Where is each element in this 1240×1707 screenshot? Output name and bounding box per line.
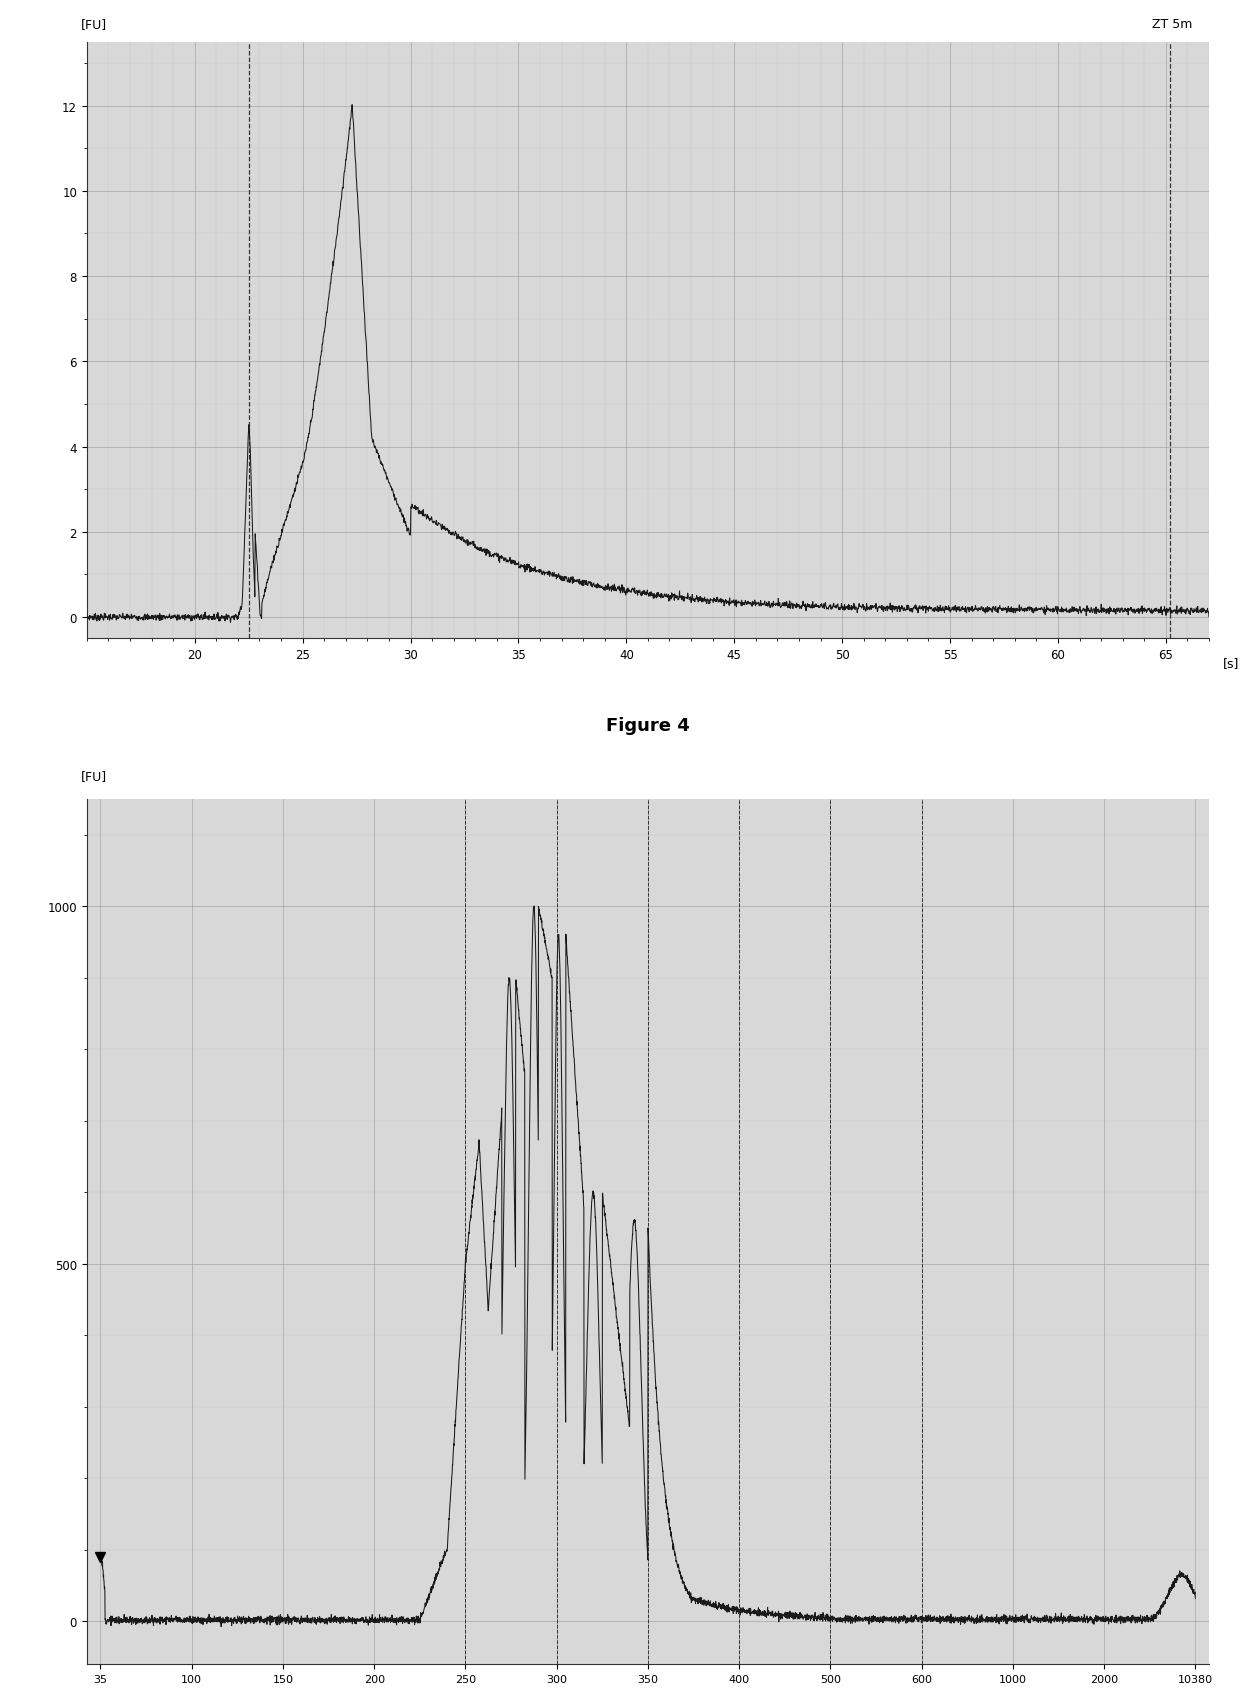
Text: [FU]: [FU] bbox=[81, 770, 108, 782]
Text: [FU]: [FU] bbox=[81, 17, 108, 31]
Text: Figure 4: Figure 4 bbox=[606, 717, 689, 734]
Text: [s]: [s] bbox=[1223, 655, 1239, 669]
Text: ZT 5m: ZT 5m bbox=[1152, 17, 1192, 31]
